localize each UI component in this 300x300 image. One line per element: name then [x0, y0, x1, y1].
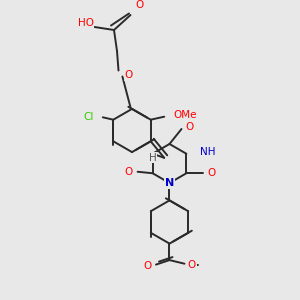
Text: O: O [188, 260, 196, 270]
Text: O: O [135, 0, 144, 10]
Text: O: O [124, 167, 133, 177]
Text: Cl: Cl [83, 112, 94, 122]
Text: NH: NH [200, 147, 215, 157]
Text: O: O [144, 261, 152, 271]
Text: O: O [124, 70, 133, 80]
Text: HO: HO [77, 17, 94, 28]
Text: N: N [165, 178, 174, 188]
Text: H: H [149, 153, 157, 163]
Text: O: O [207, 168, 215, 178]
Text: O: O [186, 122, 194, 132]
Text: OMe: OMe [173, 110, 197, 120]
